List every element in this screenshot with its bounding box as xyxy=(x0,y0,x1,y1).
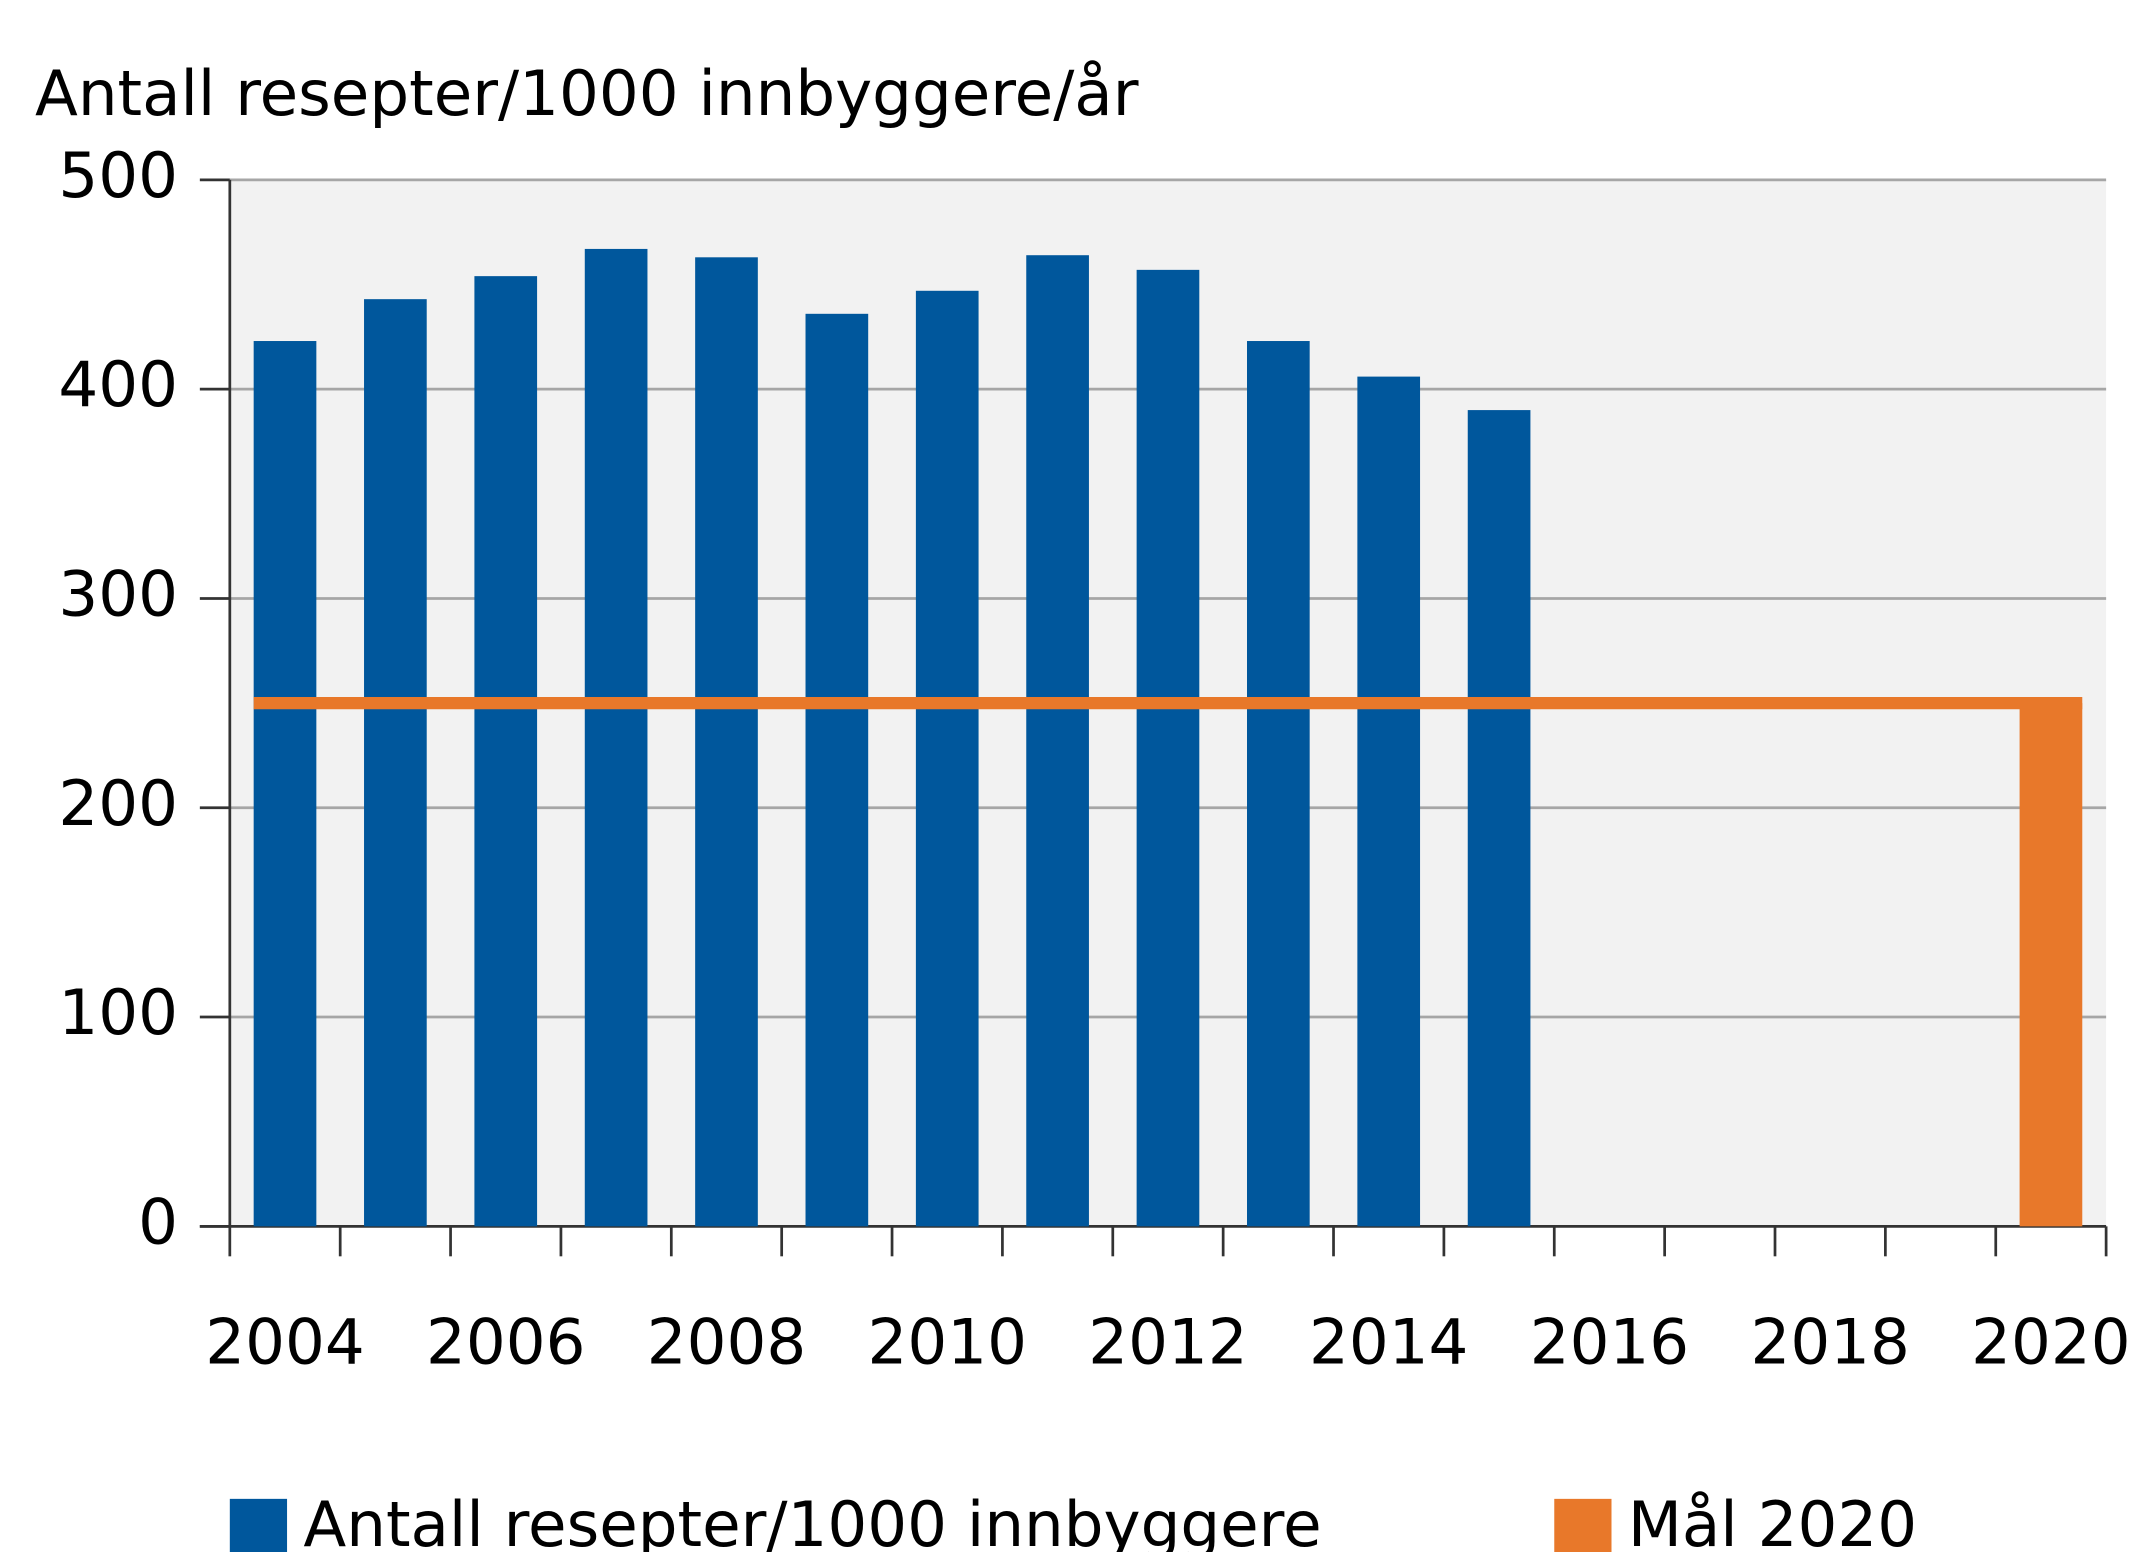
y-axis-title: Antall resepter/1000 innbyggere/år xyxy=(35,57,1139,130)
y-tick-label: 200 xyxy=(58,767,178,840)
x-tick-label: 2020 xyxy=(1971,1305,2130,1378)
bar xyxy=(1026,255,1089,1227)
y-tick-label: 100 xyxy=(58,976,178,1049)
legend-swatch xyxy=(229,1498,288,1552)
bar xyxy=(1247,341,1310,1227)
x-tick-label: 2018 xyxy=(1750,1305,1909,1378)
bar xyxy=(805,313,869,1227)
legend-label: Mål 2020 xyxy=(1628,1488,1917,1552)
bar xyxy=(584,248,648,1227)
y-tick-label: 500 xyxy=(58,139,178,212)
x-tick-label: 2014 xyxy=(1309,1305,1468,1378)
legend-label: Antall resepter/1000 innbyggere xyxy=(303,1488,1321,1552)
legend-swatch xyxy=(1554,1498,1612,1552)
y-tick-label: 0 xyxy=(138,1185,178,1258)
bar xyxy=(695,257,758,1227)
y-tick-label: 300 xyxy=(58,558,178,631)
bar xyxy=(915,290,979,1227)
x-tick-label: 2012 xyxy=(1088,1305,1247,1378)
bar xyxy=(1357,376,1421,1227)
x-tick-label: 2008 xyxy=(647,1305,806,1378)
x-tick-label: 2004 xyxy=(205,1305,364,1378)
x-tick-label: 2016 xyxy=(1530,1305,1689,1378)
bar xyxy=(2019,703,2083,1227)
x-tick-label: 2006 xyxy=(426,1305,585,1378)
bar xyxy=(1467,410,1531,1227)
bar xyxy=(364,299,427,1227)
bar xyxy=(1136,269,1200,1227)
bar xyxy=(474,276,538,1227)
bar xyxy=(253,341,317,1227)
y-tick-label: 400 xyxy=(58,348,178,421)
x-tick-label: 2010 xyxy=(867,1305,1026,1378)
